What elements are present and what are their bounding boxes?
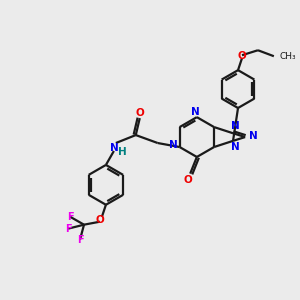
Text: N: N (231, 142, 239, 152)
Text: O: O (184, 175, 193, 184)
Text: O: O (238, 51, 246, 61)
Text: N: N (169, 140, 178, 150)
Text: F: F (65, 224, 71, 234)
Text: N: N (110, 143, 118, 153)
Text: N: N (249, 131, 257, 141)
Text: H: H (118, 147, 127, 157)
Text: N: N (191, 107, 200, 117)
Text: F: F (77, 235, 83, 244)
Text: F: F (67, 212, 74, 222)
Text: CH₃: CH₃ (280, 52, 296, 61)
Text: N: N (231, 121, 239, 131)
Text: O: O (96, 215, 104, 225)
Text: O: O (135, 108, 144, 118)
